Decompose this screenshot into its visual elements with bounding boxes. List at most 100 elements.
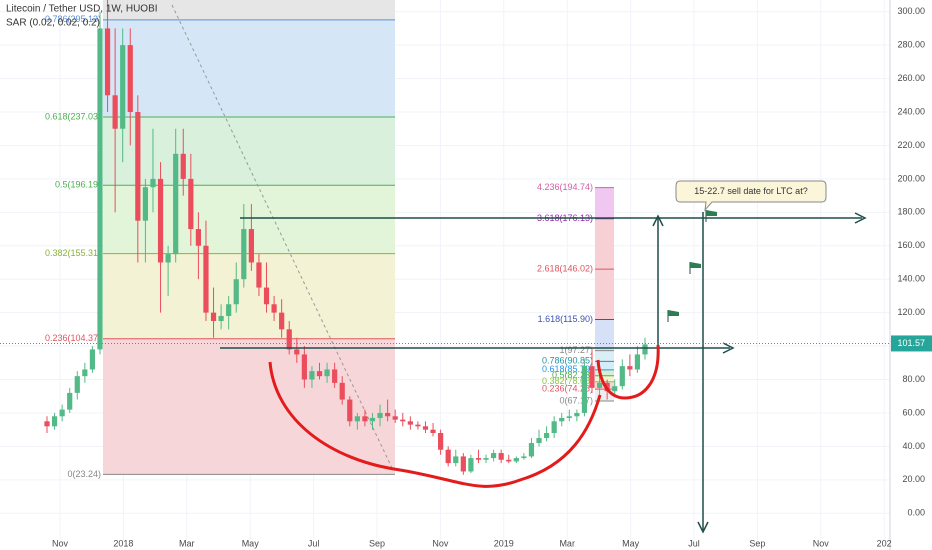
candle-body bbox=[377, 412, 383, 418]
chart-title: Litecoin / Tether USD, 1W, HUOBI bbox=[6, 4, 158, 15]
candle-body bbox=[589, 366, 595, 388]
candle-body bbox=[173, 153, 179, 255]
fib-ext-band bbox=[595, 375, 614, 382]
arrow-head bbox=[652, 214, 664, 227]
candle-body bbox=[150, 178, 156, 188]
candle-body bbox=[51, 416, 58, 427]
price-axis-bg bbox=[890, 0, 932, 550]
fib-ext-band bbox=[595, 369, 614, 376]
x-tick-label: Sep bbox=[749, 538, 765, 548]
candle-body bbox=[392, 416, 398, 420]
fib-ext-label: 2.618(146.02) bbox=[537, 264, 593, 274]
callout-text: 15-22.7 sell date for LTC at? bbox=[694, 186, 807, 196]
candle-body bbox=[309, 371, 315, 380]
candle-body bbox=[120, 45, 126, 129]
fib-label: 0(23.24) bbox=[67, 469, 101, 479]
candle-body bbox=[422, 426, 429, 430]
flag bbox=[690, 262, 701, 268]
fib-ext-label: 1(97.27) bbox=[559, 345, 593, 355]
candle-body bbox=[612, 386, 618, 392]
y-tick-label: 120.00 bbox=[897, 307, 925, 317]
flag bbox=[668, 310, 679, 316]
fib-label: 0.786(295.13) bbox=[45, 14, 101, 24]
fib-ext-label: 0.618(85.79) bbox=[542, 364, 593, 374]
candle-body bbox=[294, 349, 300, 355]
fib-ext-band bbox=[595, 389, 614, 401]
x-tick-label: May bbox=[242, 538, 260, 548]
x-tick-label: Nov bbox=[432, 538, 449, 548]
candle-body bbox=[498, 453, 504, 460]
candle-body bbox=[112, 95, 118, 129]
y-tick-label: 260.00 bbox=[897, 73, 925, 83]
candle-body bbox=[354, 416, 360, 422]
candle-body bbox=[104, 28, 111, 96]
trend-line bbox=[171, 4, 394, 471]
candle-body bbox=[203, 245, 209, 313]
x-tick-label: Sep bbox=[369, 538, 385, 548]
foreground-layer: 0.786(295.13) 0.618(237.03) 0.5(196.19) 0.3… bbox=[0, 0, 890, 534]
candle-body bbox=[188, 178, 194, 230]
fib-ext-label: 0.5(82.23) bbox=[552, 370, 593, 380]
candle-body bbox=[59, 409, 65, 417]
candle-body bbox=[551, 421, 557, 434]
arrow-head bbox=[854, 212, 867, 224]
last-price-box bbox=[891, 335, 932, 352]
candle-body bbox=[581, 366, 588, 413]
candle-body bbox=[241, 229, 247, 280]
last-price-label: 101.57 bbox=[897, 338, 925, 348]
candle-body bbox=[596, 382, 603, 388]
fib-band bbox=[103, 116, 395, 186]
candle-body bbox=[339, 382, 345, 400]
candle-body bbox=[324, 369, 330, 377]
fib-band bbox=[103, 253, 395, 339]
fib-ext-band bbox=[595, 269, 614, 320]
x-tick-label: Mar bbox=[559, 538, 575, 548]
candle-body bbox=[619, 366, 625, 387]
candle-body bbox=[89, 349, 96, 370]
candle-body bbox=[513, 458, 519, 462]
candle-body bbox=[127, 45, 133, 113]
candle-body bbox=[271, 304, 277, 313]
candle-body bbox=[415, 424, 421, 427]
fib-label: 0.618(237.03) bbox=[45, 111, 101, 121]
candle-body bbox=[574, 412, 580, 417]
x-tick-label: 2018 bbox=[113, 538, 133, 548]
candle-body bbox=[332, 369, 338, 383]
fib-ext-band bbox=[595, 350, 614, 362]
candle-body bbox=[491, 453, 497, 459]
fib-band bbox=[103, 19, 395, 117]
candle-body bbox=[135, 112, 141, 221]
candle-body bbox=[347, 399, 353, 422]
fib-band bbox=[103, 338, 395, 475]
callout-box bbox=[675, 180, 827, 212]
candle-body bbox=[369, 417, 376, 422]
y-tick-label: 40.00 bbox=[902, 441, 925, 451]
y-tick-label: 60.00 bbox=[902, 407, 925, 417]
fib-label: 0.382(155.31) bbox=[45, 248, 101, 258]
fib-ext-band bbox=[595, 319, 614, 351]
candle-body bbox=[286, 329, 292, 350]
x-tick-label: 202 bbox=[877, 538, 892, 548]
candle-body bbox=[453, 456, 459, 464]
candle-body bbox=[438, 433, 444, 450]
fib-ext-label: 0.382(78.68) bbox=[542, 376, 593, 386]
candle-body bbox=[528, 443, 535, 457]
fib-label: 0.236(104.37) bbox=[45, 333, 101, 343]
candle-body bbox=[74, 376, 80, 393]
candle-body bbox=[44, 421, 50, 427]
candle-body bbox=[67, 392, 73, 410]
x-tick-label: 2019 bbox=[494, 538, 514, 548]
fib-ext-band bbox=[595, 187, 614, 219]
x-tick-label: Nov bbox=[52, 538, 69, 548]
candle-body bbox=[165, 254, 171, 263]
candle-body bbox=[180, 153, 186, 179]
fib-label: 0.5(196.19) bbox=[55, 180, 101, 190]
candle-body bbox=[506, 459, 512, 462]
candle-body bbox=[543, 433, 550, 439]
candle-body bbox=[400, 419, 406, 422]
background-layer bbox=[0, 0, 890, 540]
handle-curve bbox=[596, 344, 660, 400]
candle-body bbox=[642, 344, 648, 355]
y-tick-label: 240.00 bbox=[897, 106, 925, 116]
